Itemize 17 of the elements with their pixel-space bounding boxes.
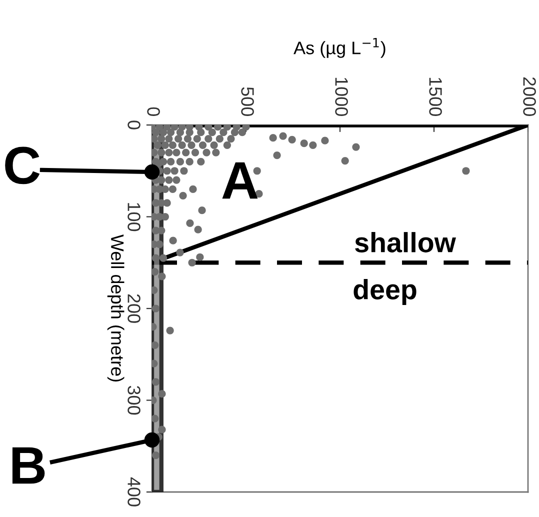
- x-tick-label: 2000: [523, 77, 536, 116]
- y-tick-label: 100: [128, 203, 140, 232]
- y-tick-label: 200: [128, 294, 140, 323]
- x-tick-label: 1000: [335, 78, 348, 116]
- annotation: deep: [354, 279, 416, 305]
- x-tick-label: 1500: [429, 78, 442, 116]
- x-tick-label: 0: [147, 107, 160, 116]
- y-tick-label: 0: [128, 120, 140, 130]
- text: B: [12, 447, 45, 484]
- y-axis-title: Well depth (metre): [107, 234, 124, 382]
- annotation: A: [222, 162, 258, 199]
- y-tick-label: 400: [128, 477, 140, 506]
- x-axis-title: As (µg L$^{−1}$): [294, 38, 386, 58]
- annotation: shallow: [355, 232, 456, 252]
- y-tick-label: 300: [128, 386, 140, 415]
- text: C: [5, 146, 40, 184]
- x-tick-label: 500: [241, 87, 254, 116]
